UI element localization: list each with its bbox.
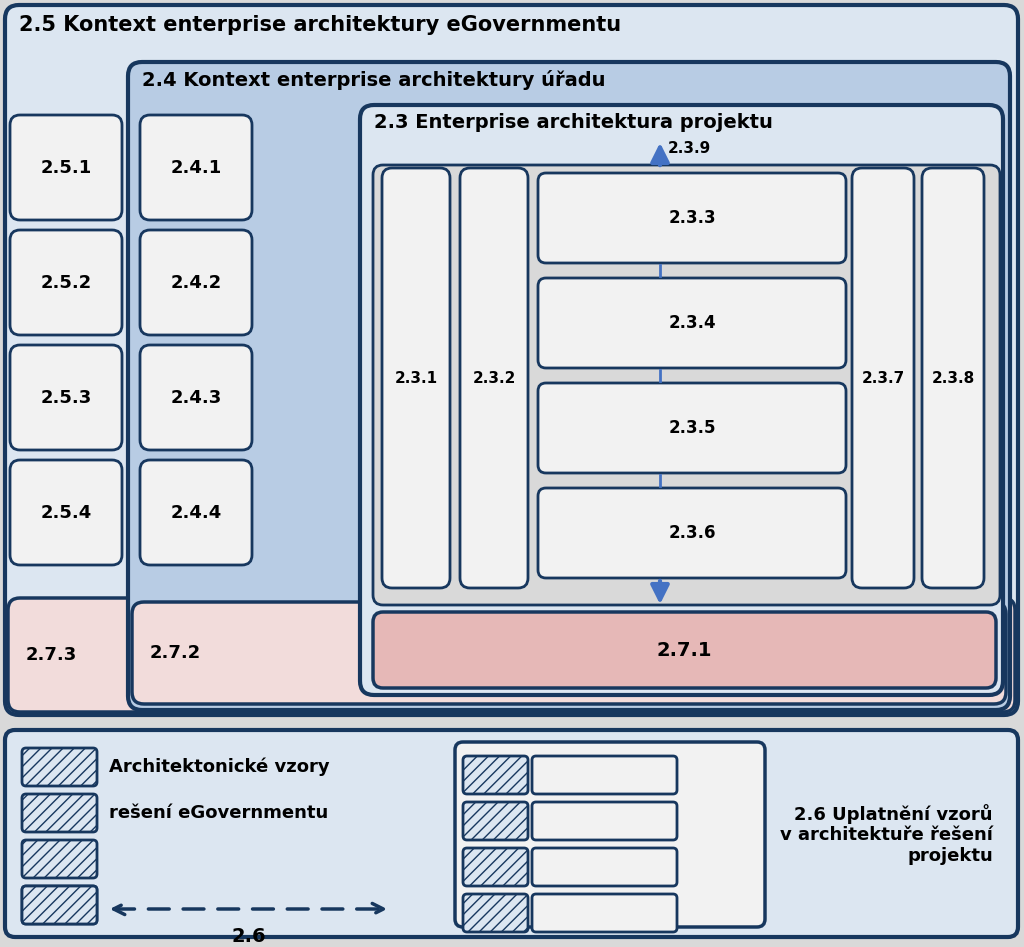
FancyBboxPatch shape [538,488,846,578]
FancyBboxPatch shape [532,894,677,932]
Text: 2.3.3: 2.3.3 [669,209,716,227]
Text: 2.4.4: 2.4.4 [170,504,221,522]
Text: 2.5.2: 2.5.2 [40,274,91,292]
FancyBboxPatch shape [373,165,1000,605]
Text: 2.3.2: 2.3.2 [472,370,516,385]
FancyBboxPatch shape [5,730,1018,937]
Text: rešení eGovernmentu: rešení eGovernmentu [109,804,329,822]
FancyBboxPatch shape [140,460,252,565]
FancyBboxPatch shape [373,612,996,688]
Text: 2.7.1: 2.7.1 [656,640,713,659]
Text: 2.3.8: 2.3.8 [932,370,975,385]
FancyBboxPatch shape [128,62,1010,710]
FancyBboxPatch shape [455,742,765,927]
Text: 2.4 Kontext enterprise architektury úřadu: 2.4 Kontext enterprise architektury úřad… [142,70,605,90]
Text: 2.3 Enterprise architektura projektu: 2.3 Enterprise architektura projektu [374,113,773,132]
FancyBboxPatch shape [132,602,1006,704]
Text: 2.7.2: 2.7.2 [150,644,202,662]
Text: 2.5.1: 2.5.1 [40,158,91,176]
Text: 2.3.1: 2.3.1 [394,370,437,385]
FancyBboxPatch shape [5,5,1018,715]
Text: 2.4.2: 2.4.2 [170,274,221,292]
Text: 2.5 Kontext enterprise architektury eGovernmentu: 2.5 Kontext enterprise architektury eGov… [19,15,622,35]
FancyBboxPatch shape [140,115,252,220]
FancyBboxPatch shape [460,168,528,588]
FancyBboxPatch shape [538,173,846,263]
FancyBboxPatch shape [852,168,914,588]
FancyBboxPatch shape [463,802,528,840]
Text: 2.3.9: 2.3.9 [668,140,712,155]
FancyBboxPatch shape [22,886,97,924]
FancyBboxPatch shape [463,894,528,932]
FancyBboxPatch shape [22,794,97,832]
FancyBboxPatch shape [10,115,122,220]
FancyBboxPatch shape [360,105,1002,695]
FancyBboxPatch shape [382,168,450,588]
FancyBboxPatch shape [22,886,97,924]
FancyBboxPatch shape [22,840,97,878]
Text: 2.3.5: 2.3.5 [669,419,716,437]
Text: Architektonické vzory: Architektonické vzory [109,758,330,777]
FancyBboxPatch shape [22,748,97,786]
Text: 2.3.7: 2.3.7 [861,370,904,385]
Text: 2.4.3: 2.4.3 [170,388,221,406]
Text: 2.6 Uplatnění vzorů
v architektuře řešení
projektu: 2.6 Uplatnění vzorů v architektuře řešen… [780,804,993,866]
FancyBboxPatch shape [8,598,1015,712]
FancyBboxPatch shape [532,756,677,794]
FancyBboxPatch shape [538,278,846,368]
FancyBboxPatch shape [922,168,984,588]
Text: 2.7.3: 2.7.3 [26,646,77,664]
Text: 2.6: 2.6 [231,927,266,946]
FancyBboxPatch shape [10,460,122,565]
Text: 2.3.6: 2.3.6 [669,524,716,542]
FancyBboxPatch shape [140,230,252,335]
FancyBboxPatch shape [532,802,677,840]
FancyBboxPatch shape [463,848,528,886]
Text: 2.4.1: 2.4.1 [170,158,221,176]
FancyBboxPatch shape [140,345,252,450]
Text: 2.5.4: 2.5.4 [40,504,91,522]
FancyBboxPatch shape [10,345,122,450]
FancyBboxPatch shape [463,756,528,794]
Text: 2.3.4: 2.3.4 [669,314,716,332]
FancyBboxPatch shape [538,383,846,473]
FancyBboxPatch shape [532,848,677,886]
FancyBboxPatch shape [10,230,122,335]
Text: 2.5.3: 2.5.3 [40,388,91,406]
